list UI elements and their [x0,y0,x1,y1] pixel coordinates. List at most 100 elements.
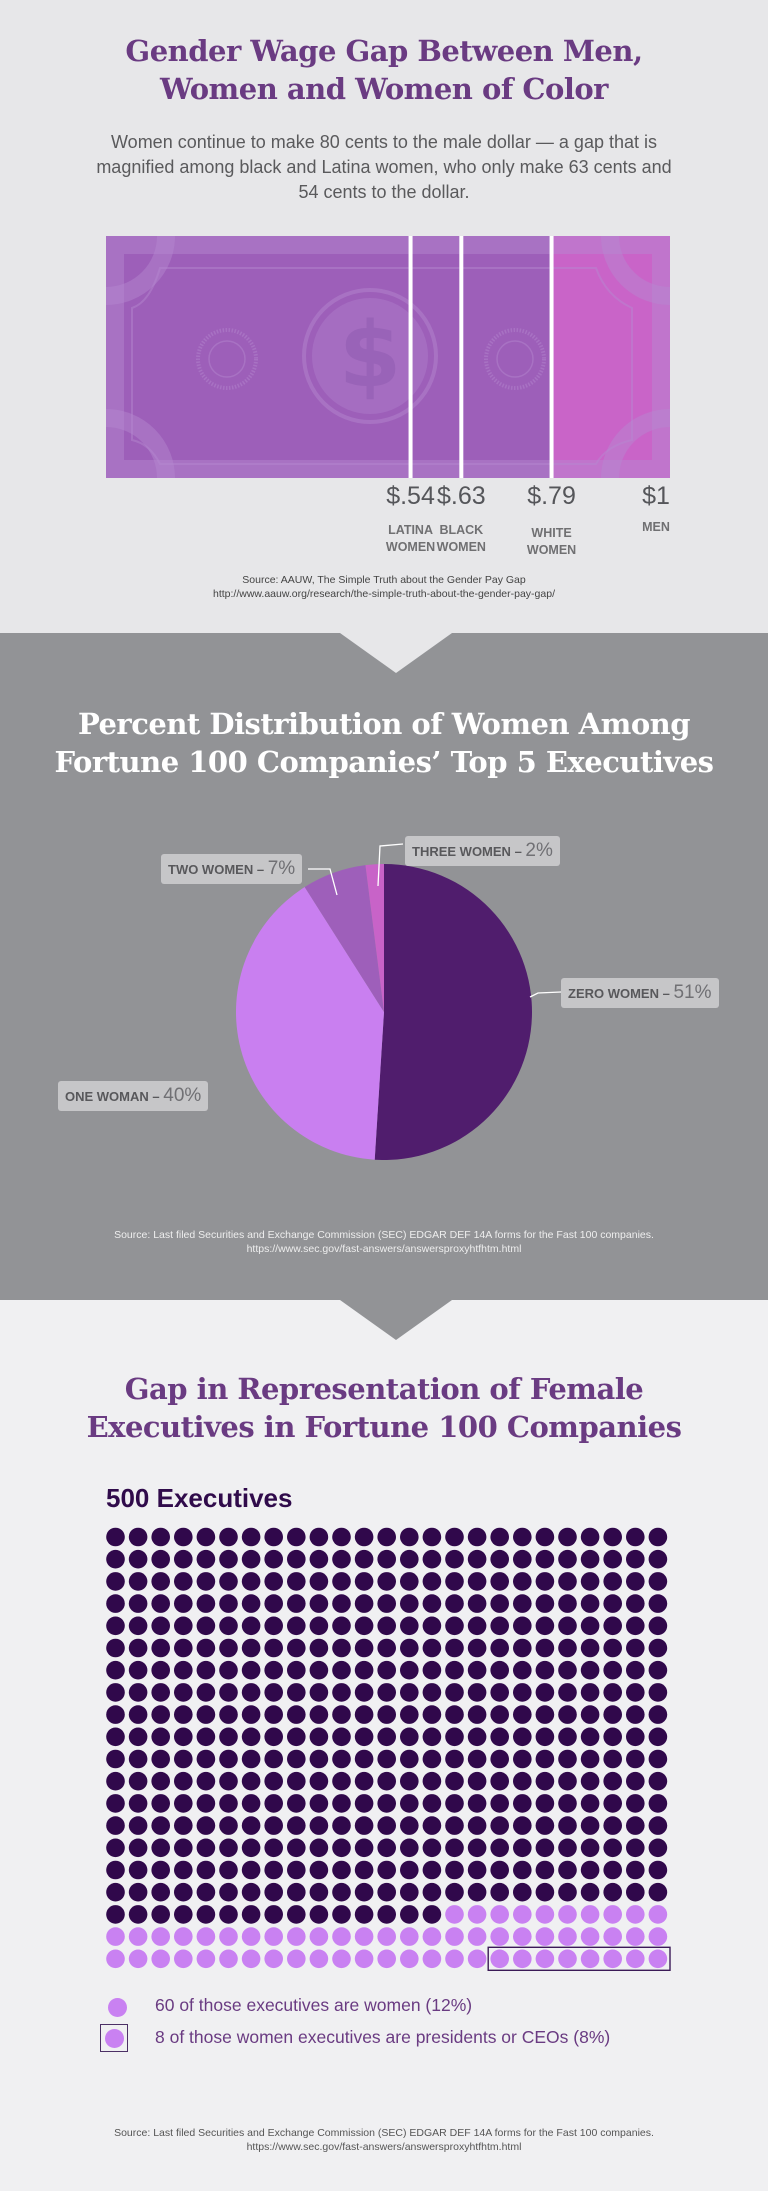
man-executive-dot [106,1549,125,1569]
man-executive-dot [287,1816,306,1835]
man-executive-dot [128,1860,148,1880]
man-executive-dot [377,1549,397,1569]
man-executive-dot [196,1638,216,1658]
man-executive-dot [445,1683,464,1702]
man-executive-dot [648,1860,668,1880]
man-executive-dot [400,1549,419,1569]
man-executive-dot [354,1882,374,1902]
man-executive-dot [106,1638,125,1658]
man-executive-dot [603,1527,622,1547]
man-executive-dot [196,1616,216,1636]
wage-label-line1: WHITE [531,526,572,540]
woman-executive-dot [354,1949,374,1969]
wage-value-3: $1 [642,482,670,510]
man-executive-dot [196,1860,216,1880]
man-executive-dot [287,1616,306,1636]
man-executive-dot [287,1638,306,1658]
man-executive-dot [377,1705,397,1724]
man-executive-dot [287,1771,306,1791]
man-executive-dot [377,1816,397,1835]
man-executive-dot [603,1749,622,1769]
man-executive-dot [264,1572,284,1591]
man-executive-dot [535,1816,555,1835]
man-executive-dot [219,1771,238,1791]
man-executive-dot [196,1683,216,1702]
man-executive-dot [309,1660,329,1680]
man-executive-dot [287,1683,306,1702]
man-executive-dot [422,1727,442,1747]
man-executive-dot [287,1749,306,1769]
man-executive-dot [332,1638,351,1658]
man-executive-dot [558,1549,577,1569]
woman-executive-dot [151,1949,170,1969]
man-executive-dot [467,1860,487,1880]
man-executive-dot [241,1771,261,1791]
man-executive-dot [422,1660,442,1680]
woman-executive-dot [332,1949,351,1969]
man-executive-dot [445,1660,464,1680]
man-executive-dot [106,1749,125,1769]
pie-title: Percent Distribution of Women Among Fort… [0,705,768,781]
executives-source-link[interactable]: https://www.sec.gov/fast-answers/answers… [246,2141,522,2153]
wage-source-link[interactable]: http://www.aauw.org/research/the-simple-… [212,588,555,600]
man-executive-dot [151,1816,170,1835]
man-executive-dot [174,1771,193,1791]
executives-count-heading: 500 Executives [106,1483,293,1513]
man-executive-dot [400,1616,419,1636]
man-executive-dot [377,1905,397,1924]
pie-slice-one-woman [235,887,384,1160]
man-executive-dot [241,1838,261,1858]
man-executive-dot [196,1527,216,1547]
man-executive-dot [106,1882,125,1902]
man-executive-dot [400,1660,419,1680]
man-executive-dot [648,1683,668,1702]
bar-divider [549,236,554,478]
man-executive-dot [219,1905,238,1924]
man-executive-dot [535,1727,555,1747]
man-executive-dot [445,1527,464,1547]
man-executive-dot [309,1549,329,1569]
man-executive-dot [626,1860,645,1880]
women-dot-icon [108,1998,127,2017]
man-executive-dot [490,1572,510,1591]
man-executive-dot [400,1816,419,1835]
woman-executive-dot [513,1927,532,1946]
man-executive-dot [467,1882,487,1902]
women-dot-icon [105,2029,124,2048]
woman-executive-dot [241,1927,261,1946]
man-executive-dot [128,1638,148,1658]
man-executive-dot [196,1549,216,1569]
pie-label-text: ONE WOMAN [65,1089,149,1104]
man-executive-dot [332,1594,351,1613]
man-executive-dot [648,1638,668,1658]
wage-label-line2: WOMEN [385,540,436,554]
man-executive-dot [648,1572,668,1591]
pie-label-zero-women: ZERO WOMEN – 51% [561,978,719,1008]
man-executive-dot [422,1816,442,1835]
man-executive-dot [558,1771,577,1791]
man-executive-dot [128,1683,148,1702]
man-executive-dot [422,1905,442,1924]
man-executive-dot [128,1794,148,1813]
wage-label-0: LATINA WOMEN [371,522,451,556]
wage-label-line1: MEN [642,520,670,534]
man-executive-dot [354,1638,374,1658]
man-executive-dot [400,1771,419,1791]
man-executive-dot [648,1616,668,1636]
man-executive-dot [400,1882,419,1902]
woman-executive-dot [513,1905,532,1924]
man-executive-dot [219,1572,238,1591]
man-executive-dot [174,1616,193,1636]
pie-source-line1: Source: Last filed Securities and Exchan… [114,1229,654,1241]
man-executive-dot [558,1594,577,1613]
man-executive-dot [354,1660,374,1680]
man-executive-dot [400,1838,419,1858]
man-executive-dot [241,1860,261,1880]
man-executive-dot [354,1860,374,1880]
pie-source-link[interactable]: https://www.sec.gov/fast-answers/answers… [246,1243,522,1255]
man-executive-dot [196,1771,216,1791]
man-executive-dot [558,1727,577,1747]
woman-executive-dot [309,1927,329,1946]
man-executive-dot [106,1705,125,1724]
woman-executive-dot [106,1949,125,1969]
